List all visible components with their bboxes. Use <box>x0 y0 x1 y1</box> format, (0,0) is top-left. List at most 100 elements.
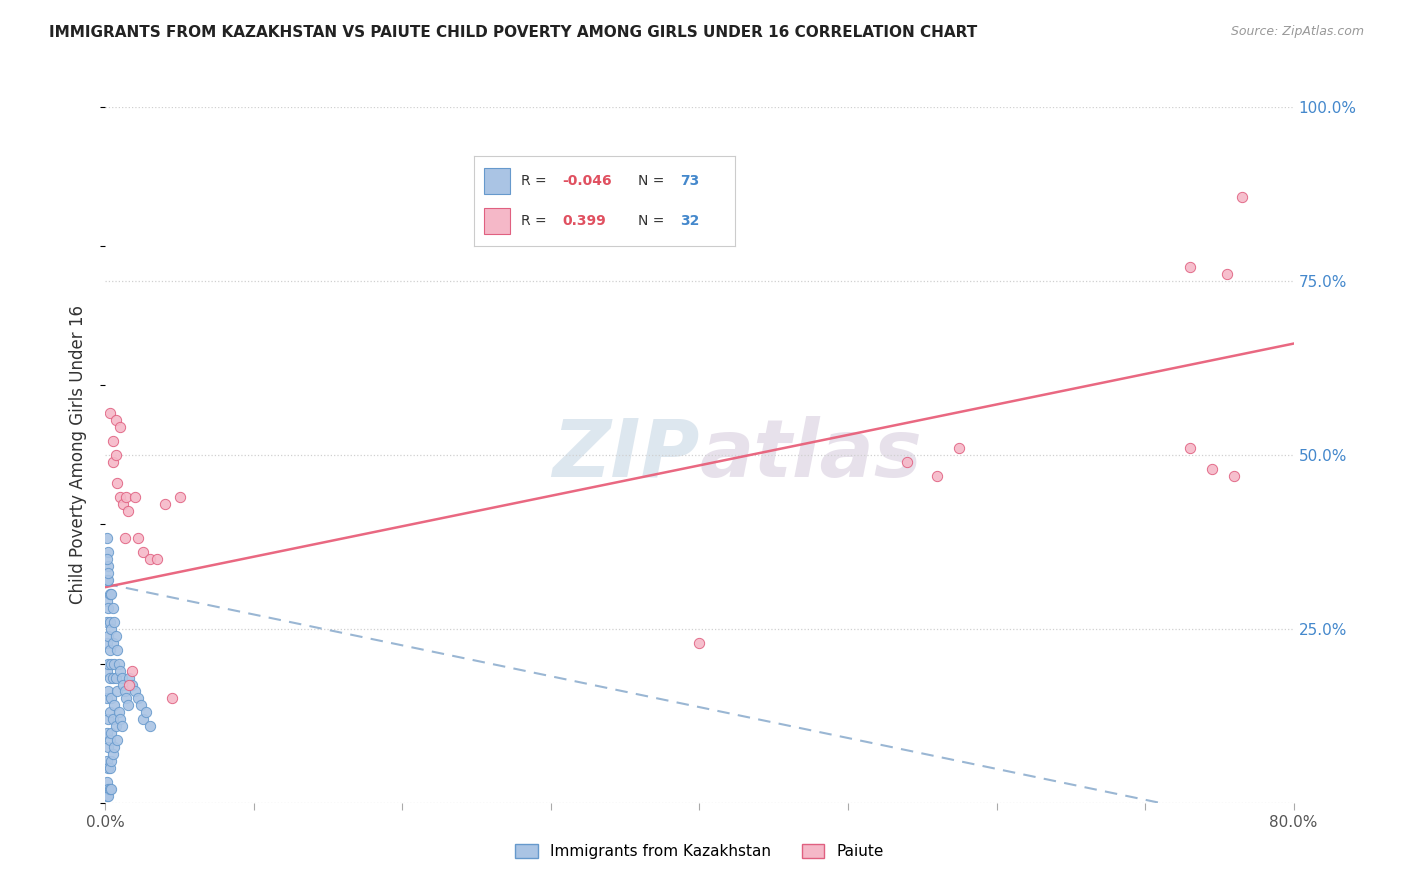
Point <box>110 490 132 504</box>
Point <box>127 532 149 546</box>
Point <box>127 691 149 706</box>
Point <box>96 664 118 678</box>
Point <box>96 532 118 546</box>
Point <box>97 740 120 755</box>
Text: 73: 73 <box>681 174 700 188</box>
Point <box>98 733 121 747</box>
Point <box>111 671 134 685</box>
Text: R =: R = <box>520 174 551 188</box>
Point <box>101 636 124 650</box>
Point <box>105 733 128 747</box>
Point <box>104 413 127 427</box>
Point <box>129 698 152 713</box>
Point <box>96 726 118 740</box>
Point <box>97 566 120 581</box>
Point <box>117 503 139 517</box>
Point <box>110 664 132 678</box>
Point <box>124 490 146 504</box>
Point <box>97 781 120 796</box>
Point <box>98 615 121 629</box>
Text: -0.046: -0.046 <box>562 174 612 188</box>
Point <box>104 671 127 685</box>
Point <box>131 712 153 726</box>
Point <box>115 691 138 706</box>
Point <box>100 587 122 601</box>
Point <box>96 691 118 706</box>
Point <box>1215 267 1237 281</box>
Point <box>1178 260 1201 274</box>
Point <box>105 684 128 698</box>
Point <box>101 601 124 615</box>
Point <box>103 698 125 713</box>
Point <box>114 684 136 698</box>
Point <box>100 781 122 796</box>
Point <box>98 671 121 685</box>
Point <box>98 642 121 657</box>
Text: atlas: atlas <box>700 416 922 494</box>
Point <box>110 420 132 434</box>
Point <box>100 754 122 768</box>
Point <box>118 677 141 691</box>
Bar <box>484 169 510 194</box>
Point <box>96 552 118 566</box>
Point <box>162 691 184 706</box>
Point <box>115 490 138 504</box>
Point <box>104 448 127 462</box>
Point <box>169 490 191 504</box>
Text: Source: ZipAtlas.com: Source: ZipAtlas.com <box>1230 25 1364 38</box>
Point <box>100 726 122 740</box>
Point <box>97 573 120 587</box>
Point <box>96 573 118 587</box>
Point <box>112 677 135 691</box>
Point <box>96 636 118 650</box>
Point <box>896 455 918 469</box>
Text: N =: N = <box>638 174 669 188</box>
Point <box>1201 462 1223 476</box>
Point <box>117 698 139 713</box>
Point <box>114 532 136 546</box>
Point <box>101 434 124 448</box>
Point <box>111 719 134 733</box>
Point <box>139 552 162 566</box>
Point <box>96 754 118 768</box>
Point <box>108 706 131 720</box>
Point <box>96 615 118 629</box>
Point <box>96 594 118 608</box>
Point <box>97 657 120 671</box>
Point <box>97 545 120 559</box>
Point <box>104 719 127 733</box>
Point <box>103 615 125 629</box>
Point <box>927 468 949 483</box>
Point <box>110 712 132 726</box>
Text: IMMIGRANTS FROM KAZAKHSTAN VS PAIUTE CHILD POVERTY AMONG GIRLS UNDER 16 CORRELAT: IMMIGRANTS FROM KAZAKHSTAN VS PAIUTE CHI… <box>49 25 977 40</box>
Point <box>103 657 125 671</box>
Point <box>96 775 118 789</box>
Point <box>112 497 135 511</box>
Point <box>97 629 120 643</box>
Point <box>97 761 120 775</box>
Point <box>153 497 176 511</box>
Text: ZIP: ZIP <box>553 416 700 494</box>
Text: N =: N = <box>638 214 669 227</box>
Point <box>135 706 157 720</box>
Point <box>100 657 122 671</box>
Point <box>1178 441 1201 455</box>
Point <box>97 684 120 698</box>
Point <box>100 691 122 706</box>
Text: 32: 32 <box>681 214 700 227</box>
Point <box>97 601 120 615</box>
Point <box>101 671 124 685</box>
Point <box>96 789 118 803</box>
Point <box>108 657 131 671</box>
Point <box>146 552 169 566</box>
Point <box>100 622 122 636</box>
Point <box>139 719 162 733</box>
Text: R =: R = <box>520 214 551 227</box>
Point <box>98 761 121 775</box>
Point <box>97 712 120 726</box>
Point <box>948 441 970 455</box>
Point <box>98 706 121 720</box>
Point <box>689 636 711 650</box>
Point <box>121 677 143 691</box>
Point <box>103 740 125 755</box>
